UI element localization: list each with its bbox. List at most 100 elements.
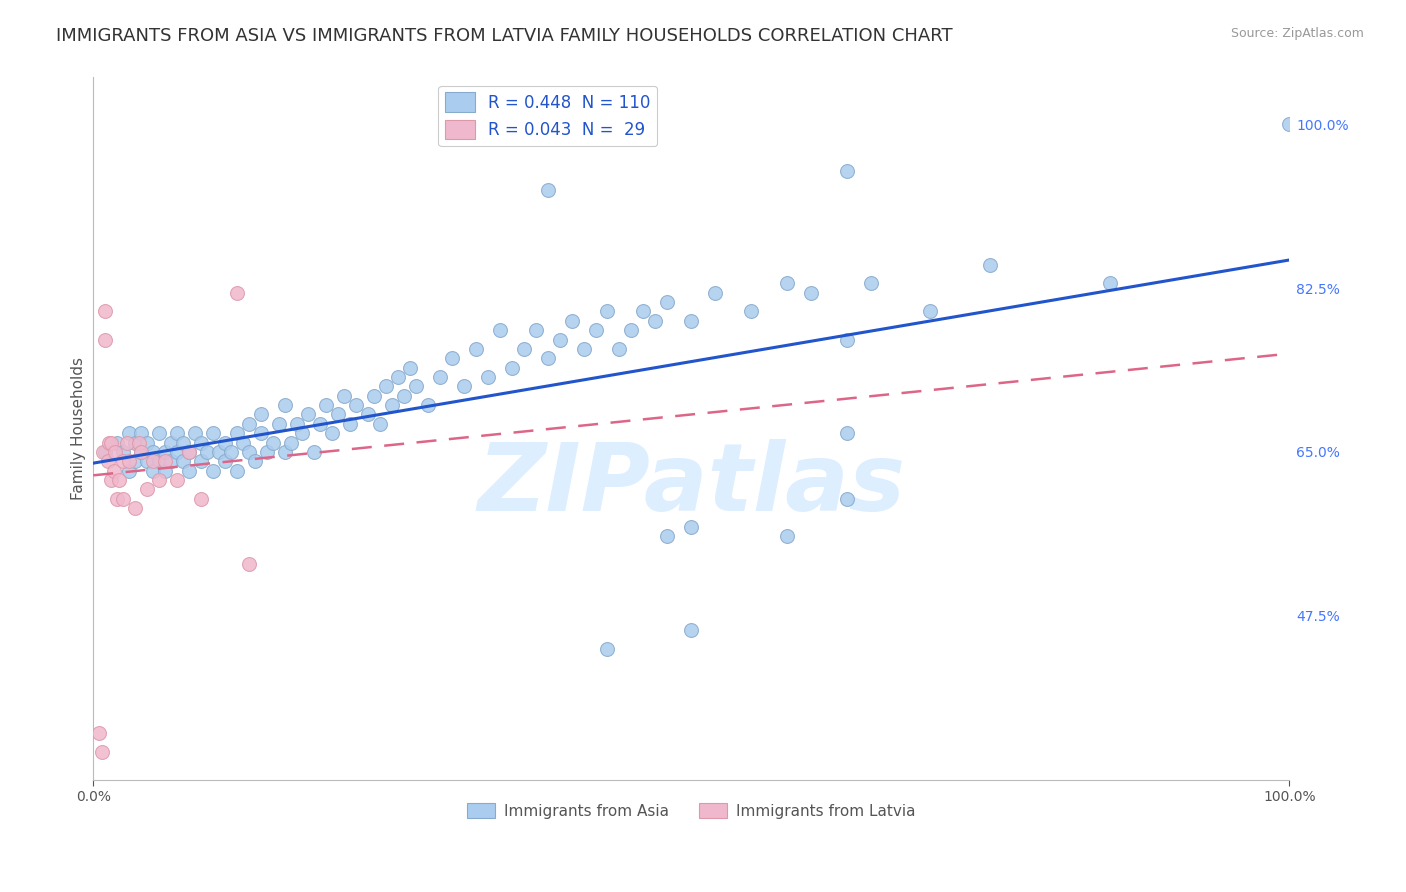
Point [142,464,165,478]
Point [1098,277,1121,291]
Point [225,285,247,300]
Point [524,323,547,337]
Point [333,389,356,403]
Point [387,370,409,384]
Point [392,389,415,403]
Point [100,435,122,450]
Point [835,491,858,506]
Point [153,454,176,468]
Point [94,445,117,459]
Point [285,417,308,431]
Point [776,529,799,543]
Text: ZIPatlas: ZIPatlas [477,439,905,531]
Point [118,454,141,468]
Point [214,454,236,468]
Point [105,491,128,506]
Point [405,379,427,393]
Point [501,360,523,375]
Point [681,623,703,637]
Point [115,435,138,450]
Point [740,304,762,318]
Point [440,351,463,366]
Point [315,398,337,412]
Point [136,483,159,497]
Point [104,445,127,459]
Point [142,454,165,468]
Point [304,445,326,459]
Point [835,164,858,178]
Point [344,398,367,412]
Point [548,333,571,347]
Point [232,435,254,450]
Legend: Immigrants from Asia, Immigrants from Latvia: Immigrants from Asia, Immigrants from La… [461,797,921,824]
Point [537,183,560,197]
Point [620,323,643,337]
Point [124,454,146,468]
Point [129,426,152,441]
Point [190,491,212,506]
Point [681,520,703,534]
Point [399,360,422,375]
Point [208,445,231,459]
Point [128,435,150,450]
Point [537,351,560,366]
Point [249,408,271,422]
Point [112,491,135,506]
Point [363,389,385,403]
Point [596,641,619,656]
Point [280,435,302,450]
Point [91,445,114,459]
Point [177,464,200,478]
Point [136,435,159,450]
Point [644,314,666,328]
Point [238,445,260,459]
Point [835,426,858,441]
Point [219,445,242,459]
Point [94,333,117,347]
Point [339,417,361,431]
Point [94,304,117,318]
Point [429,370,451,384]
Point [118,464,141,478]
Point [800,285,823,300]
Point [464,342,486,356]
Point [129,445,152,459]
Point [201,464,224,478]
Point [273,445,295,459]
Point [609,342,631,356]
Point [112,445,135,459]
Point [214,435,236,450]
Point [153,445,176,459]
Point [166,473,188,487]
Point [103,464,125,478]
Point [124,435,146,450]
Point [112,454,135,468]
Point [148,473,170,487]
Point [453,379,475,393]
Point [357,408,380,422]
Point [859,277,882,291]
Point [201,426,224,441]
Point [90,745,112,759]
Point [136,454,159,468]
Point [105,435,128,450]
Point [657,529,679,543]
Text: Source: ZipAtlas.com: Source: ZipAtlas.com [1230,27,1364,40]
Point [108,473,131,487]
Point [585,323,607,337]
Text: IMMIGRANTS FROM ASIA VS IMMIGRANTS FROM LATVIA FAMILY HOUSEHOLDS CORRELATION CHA: IMMIGRANTS FROM ASIA VS IMMIGRANTS FROM … [56,27,953,45]
Point [477,370,499,384]
Point [979,258,1001,272]
Point [776,277,799,291]
Point [657,295,679,310]
Point [375,379,398,393]
Point [920,304,942,318]
Point [153,464,176,478]
Point [172,454,194,468]
Point [381,398,404,412]
Point [177,445,200,459]
Point [256,445,278,459]
Point [273,398,295,412]
Point [596,304,619,318]
Point [309,417,332,431]
